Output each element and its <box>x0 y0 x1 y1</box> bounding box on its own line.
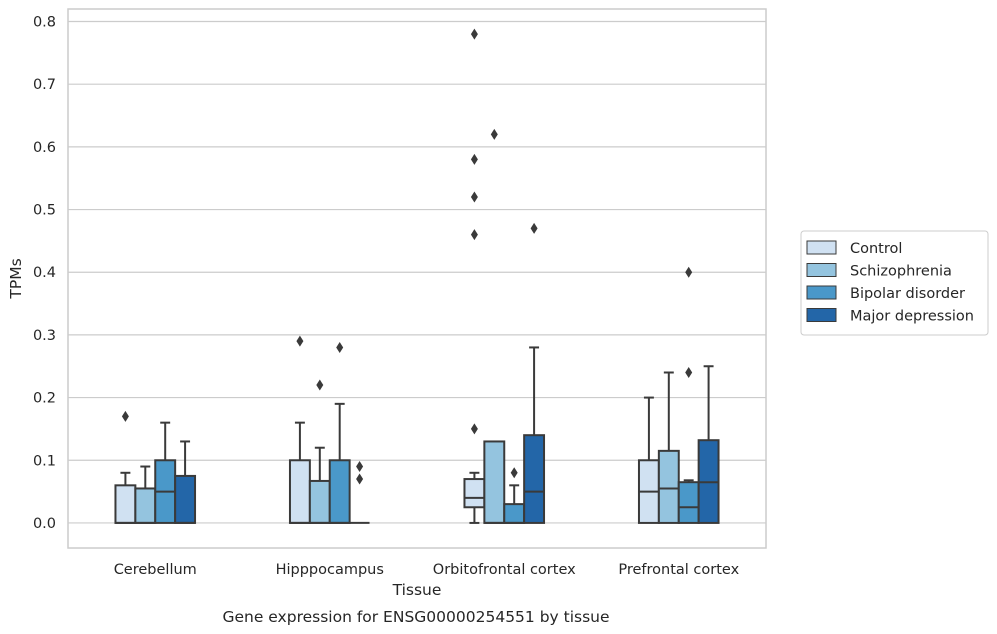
box-group <box>523 222 546 524</box>
box-plot-marks <box>114 28 720 524</box>
x-tick-label: Orbitofrontal cortex <box>433 562 576 578</box>
box-group <box>288 335 311 524</box>
outlier-point <box>470 229 478 241</box>
y-tick-label: 0.8 <box>33 15 56 31</box>
outlier-point <box>470 423 478 435</box>
box <box>114 484 137 524</box>
legend-swatch <box>806 308 837 322</box>
box <box>523 434 546 524</box>
box-group <box>463 28 486 524</box>
outlier-point <box>510 467 518 479</box>
outlier-point <box>356 473 364 485</box>
outlier-point <box>470 153 478 165</box>
y-tick-label: 0.4 <box>33 265 56 281</box>
box-group <box>134 465 157 524</box>
legend-swatch <box>806 285 837 300</box>
legend-label: Bipolar disorder <box>850 286 965 302</box>
box-group <box>349 461 370 524</box>
box <box>483 440 506 524</box>
y-axis-ticks: 0.0 0.1 0.2 0.3 0.4 0.5 0.6 0.7 0.8 <box>33 15 56 532</box>
y-tick-label: 0.3 <box>33 328 56 344</box>
box <box>308 479 331 524</box>
box <box>174 474 197 524</box>
outlier-point <box>336 341 344 353</box>
box-group <box>154 421 177 524</box>
y-tick-label: 0.6 <box>33 140 56 156</box>
grid-lines <box>68 20 766 524</box>
box-group <box>174 440 197 524</box>
x-axis-ticks: Cerebellum Hipppocampus Orbitofrontal cort… <box>114 562 740 578</box>
legend-label: Schizophrenia <box>850 264 952 280</box>
box-group <box>483 128 506 524</box>
outlier-point <box>530 222 538 234</box>
legend-label: Control <box>850 241 902 257</box>
outlier-point <box>121 410 129 422</box>
y-tick-label: 0.2 <box>33 391 56 407</box>
x-axis-label: Tissue <box>392 581 442 599</box>
box-group <box>308 379 331 524</box>
x-tick-label: Prefrontal cortex <box>618 562 739 578</box>
outlier-point <box>490 128 498 140</box>
box-group <box>697 365 720 524</box>
box-group <box>503 467 526 524</box>
outlier-point <box>685 266 693 278</box>
box <box>657 449 680 524</box>
y-axis-label: TPMs <box>7 258 25 299</box>
outlier-point <box>356 461 364 473</box>
box <box>134 487 157 524</box>
legend-swatch <box>806 240 837 255</box>
x-tick-label: Hipppocampus <box>276 562 384 578</box>
legend-swatch <box>806 263 837 277</box>
box <box>503 503 526 524</box>
legend: Control Schizophrenia Bipolar disorder Majo… <box>800 230 989 336</box>
box-group <box>328 341 351 524</box>
outlier-point <box>296 335 304 347</box>
plot-frame <box>67 8 767 549</box>
outlier-point <box>470 28 478 40</box>
y-tick-label: 0.5 <box>33 203 56 219</box>
legend-frame <box>800 230 989 336</box>
x-tick-label: Cerebellum <box>114 562 197 578</box>
box-group <box>677 266 700 524</box>
legend-label: Major depression <box>850 309 974 325</box>
y-tick-label: 0.0 <box>33 516 56 532</box>
y-tick-label: 0.1 <box>33 453 56 469</box>
outlier-point <box>470 191 478 203</box>
box <box>677 481 700 524</box>
box-group <box>637 396 660 524</box>
box-group <box>657 371 680 524</box>
box-group <box>114 410 137 524</box>
chart-caption: Gene expression for ENSG00000254551 by t… <box>222 608 609 626</box>
box <box>328 459 351 524</box>
outlier-point <box>685 367 693 379</box>
y-tick-label: 0.7 <box>33 77 56 93</box>
box <box>463 478 486 509</box>
box <box>288 459 311 524</box>
outlier-point <box>316 379 324 391</box>
